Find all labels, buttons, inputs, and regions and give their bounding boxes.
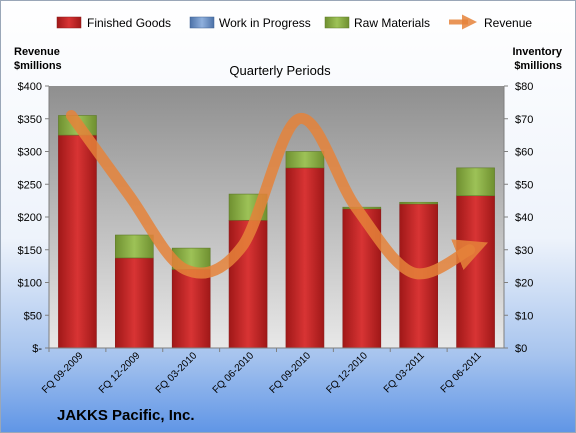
left-tick-label: $250: [18, 179, 42, 191]
right-tick-label: $80: [515, 81, 533, 93]
legend-label-finished-goods: Finished Goods: [87, 16, 171, 30]
left-axis-title-line1: Revenue: [14, 46, 60, 58]
right-axis-title-line1: Inventory: [512, 46, 562, 58]
right-tick-label: $50: [515, 179, 533, 191]
bar-finished-goods: [115, 257, 154, 349]
legend-label-work-in-progress: Work in Progress: [219, 16, 311, 30]
legend-item-work-in-progress: Work in Progress: [189, 16, 311, 30]
company-name: JAKKS Pacific, Inc.: [57, 407, 195, 424]
bar-finished-goods: [285, 167, 325, 349]
left-tick-label: $50: [24, 310, 42, 322]
bar-finished-goods: [456, 195, 495, 349]
legend: Finished Goods Work in Progress Raw Mate…: [56, 14, 532, 30]
bar-finished-goods: [58, 134, 97, 349]
right-tick-label: $60: [515, 147, 533, 159]
legend-label-raw-materials: Raw Materials: [354, 16, 430, 30]
left-tick-label: $200: [18, 212, 42, 224]
legend-swatch-raw-materials: [324, 16, 350, 29]
legend-swatch-finished-goods: [56, 16, 82, 29]
bar-finished-goods: [171, 269, 211, 349]
bar-raw-materials: [285, 151, 325, 169]
bar-raw-materials: [115, 234, 154, 259]
revenue-line: [65, 110, 488, 280]
right-tick-label: $40: [515, 212, 533, 224]
legend-swatch-work-in-progress: [189, 16, 215, 29]
legend-label-revenue: Revenue: [484, 16, 532, 30]
right-axis: $0 $10 $20 $30 $40 $50 $60 $70 $80: [503, 81, 533, 355]
left-tick-label: $150: [18, 245, 42, 257]
legend-item-raw-materials: Raw Materials: [324, 16, 430, 30]
left-tick-label: $350: [18, 114, 42, 126]
chart-title: Quarterly Periods: [229, 63, 331, 78]
left-tick-label: $100: [18, 278, 42, 290]
left-tick-label: $-: [32, 343, 42, 355]
bar-raw-materials: [399, 201, 438, 205]
bar-raw-materials: [456, 167, 495, 197]
left-axis-title-line2: $millions: [14, 60, 62, 72]
right-tick-label: $30: [515, 245, 533, 257]
left-axis: $- $50 $100 $150 $200 $250 $300 $350 $400: [18, 81, 50, 355]
right-tick-label: $10: [515, 310, 533, 322]
left-tick-label: $400: [18, 81, 42, 93]
left-tick-label: $300: [18, 147, 42, 159]
legend-item-revenue: Revenue: [449, 14, 532, 30]
right-axis-title-line2: $millions: [514, 60, 562, 72]
right-tick-label: $20: [515, 278, 533, 290]
right-tick-label: $70: [515, 114, 533, 126]
right-tick-label: $0: [515, 343, 527, 355]
legend-item-finished-goods: Finished Goods: [56, 16, 171, 30]
